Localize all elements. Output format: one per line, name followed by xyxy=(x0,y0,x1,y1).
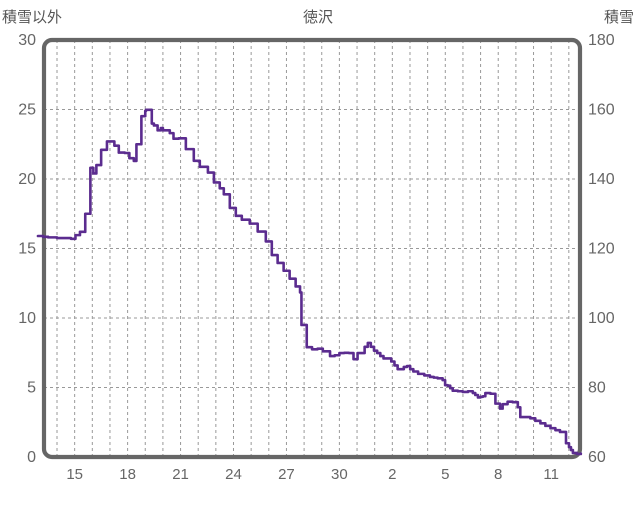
svg-text:18: 18 xyxy=(119,466,136,483)
svg-text:21: 21 xyxy=(172,466,189,483)
svg-text:10: 10 xyxy=(18,310,36,327)
svg-text:160: 160 xyxy=(588,102,615,119)
svg-text:11: 11 xyxy=(543,466,559,483)
svg-text:80: 80 xyxy=(588,380,606,397)
svg-text:2: 2 xyxy=(388,466,396,483)
svg-text:5: 5 xyxy=(441,466,449,483)
svg-text:180: 180 xyxy=(588,32,615,49)
svg-text:120: 120 xyxy=(588,241,615,258)
svg-text:0: 0 xyxy=(27,449,36,466)
svg-text:5: 5 xyxy=(27,380,36,397)
svg-text:15: 15 xyxy=(66,466,83,483)
svg-text:15: 15 xyxy=(18,241,36,258)
svg-text:27: 27 xyxy=(278,466,295,483)
svg-text:25: 25 xyxy=(18,102,36,119)
svg-text:24: 24 xyxy=(225,466,242,483)
svg-text:100: 100 xyxy=(588,310,615,327)
svg-text:140: 140 xyxy=(588,171,615,188)
svg-text:20: 20 xyxy=(18,171,36,188)
svg-text:30: 30 xyxy=(331,466,348,483)
svg-text:60: 60 xyxy=(588,449,606,466)
svg-text:8: 8 xyxy=(494,466,502,483)
svg-text:30: 30 xyxy=(18,32,36,49)
